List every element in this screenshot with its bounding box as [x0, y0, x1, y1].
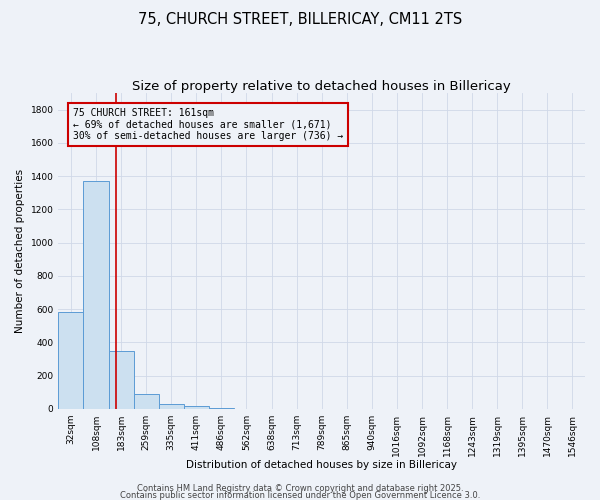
Title: Size of property relative to detached houses in Billericay: Size of property relative to detached ho… — [133, 80, 511, 93]
Y-axis label: Number of detached properties: Number of detached properties — [15, 169, 25, 333]
Bar — [184, 406, 209, 409]
Text: Contains public sector information licensed under the Open Government Licence 3.: Contains public sector information licen… — [120, 490, 480, 500]
Bar — [159, 404, 184, 409]
Text: Contains HM Land Registry data © Crown copyright and database right 2025.: Contains HM Land Registry data © Crown c… — [137, 484, 463, 493]
Bar — [134, 394, 159, 409]
Bar — [209, 408, 234, 409]
Bar — [83, 181, 109, 409]
X-axis label: Distribution of detached houses by size in Billericay: Distribution of detached houses by size … — [186, 460, 457, 470]
Bar — [58, 312, 83, 409]
Text: 75 CHURCH STREET: 161sqm
← 69% of detached houses are smaller (1,671)
30% of sem: 75 CHURCH STREET: 161sqm ← 69% of detach… — [73, 108, 343, 141]
Text: 75, CHURCH STREET, BILLERICAY, CM11 2TS: 75, CHURCH STREET, BILLERICAY, CM11 2TS — [138, 12, 462, 28]
Bar — [109, 350, 134, 409]
